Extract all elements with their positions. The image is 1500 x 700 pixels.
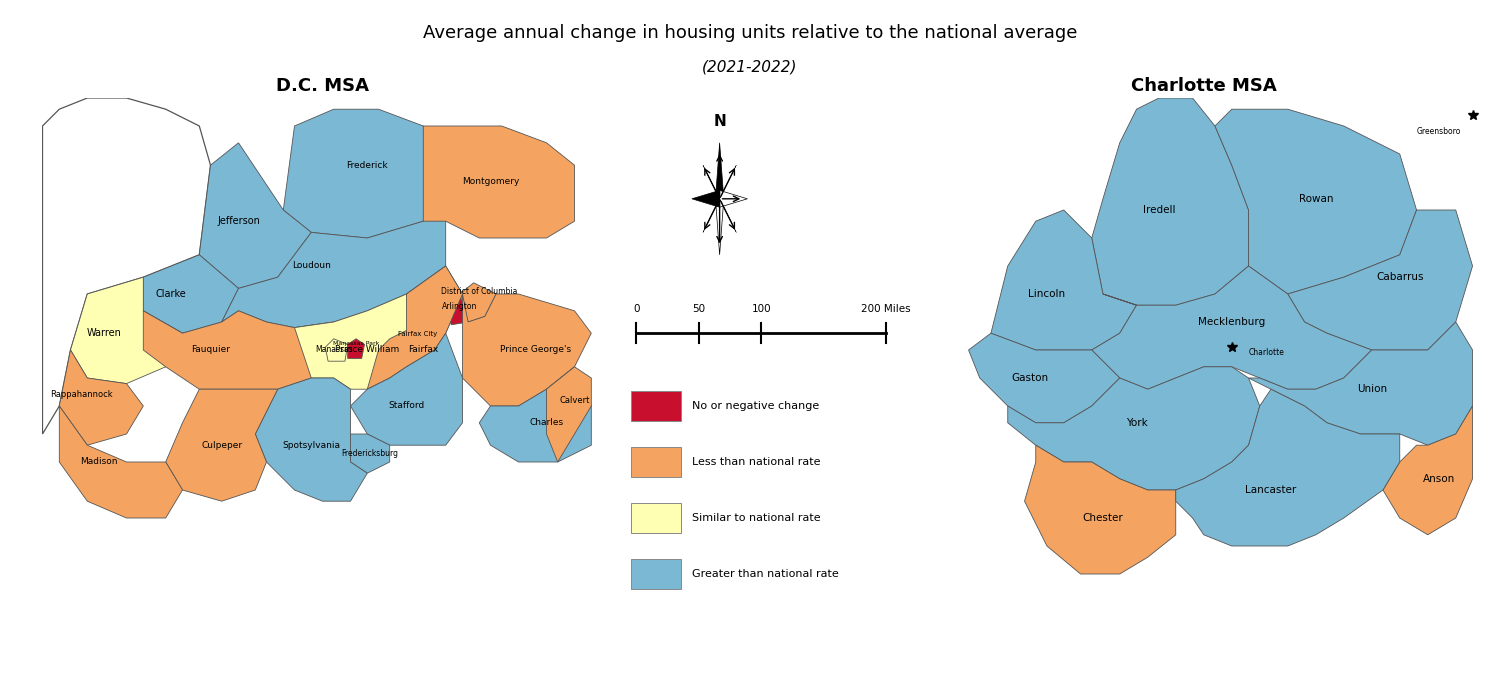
Text: Cabarrus: Cabarrus <box>1376 272 1423 282</box>
Polygon shape <box>720 165 736 199</box>
Title: D.C. MSA: D.C. MSA <box>276 77 369 95</box>
Text: Rappahannock: Rappahannock <box>51 391 112 399</box>
Bar <box>632 503 681 533</box>
Text: Greater than national rate: Greater than national rate <box>692 569 838 579</box>
Polygon shape <box>351 333 462 445</box>
Polygon shape <box>60 406 183 518</box>
Text: Fairfax: Fairfax <box>408 346 438 354</box>
Polygon shape <box>144 255 238 333</box>
Polygon shape <box>459 283 497 322</box>
Polygon shape <box>704 165 720 199</box>
Text: Clarke: Clarke <box>156 289 186 299</box>
Text: Iredell: Iredell <box>1143 205 1174 215</box>
Polygon shape <box>1092 266 1371 389</box>
Text: Manassas Park: Manassas Park <box>333 341 380 346</box>
Polygon shape <box>200 143 312 288</box>
Text: Prince William: Prince William <box>334 346 399 354</box>
Text: Arlington: Arlington <box>442 302 477 311</box>
Polygon shape <box>692 190 720 207</box>
Polygon shape <box>720 199 736 232</box>
Text: Charles: Charles <box>530 419 564 427</box>
Text: 100: 100 <box>752 304 771 314</box>
Polygon shape <box>294 266 462 389</box>
Text: Average annual change in housing units relative to the national average: Average annual change in housing units r… <box>423 25 1077 43</box>
Polygon shape <box>1287 210 1473 350</box>
Polygon shape <box>704 199 720 232</box>
Text: N: N <box>714 114 726 129</box>
Text: Chester: Chester <box>1083 513 1124 523</box>
Polygon shape <box>222 199 446 328</box>
Text: Union: Union <box>1356 384 1388 394</box>
Polygon shape <box>546 367 591 462</box>
Text: Jefferson: Jefferson <box>217 216 259 226</box>
Polygon shape <box>992 210 1137 350</box>
Text: Greensboro: Greensboro <box>1418 127 1461 136</box>
Polygon shape <box>1092 98 1248 305</box>
Polygon shape <box>969 333 1119 423</box>
Polygon shape <box>144 311 333 389</box>
Text: Loudoun: Loudoun <box>292 262 330 270</box>
Text: Fairfax City: Fairfax City <box>398 331 438 337</box>
Polygon shape <box>60 350 144 445</box>
Text: Manassas: Manassas <box>315 346 352 354</box>
Text: 0: 0 <box>633 304 639 314</box>
Polygon shape <box>368 266 462 389</box>
Text: Gaston: Gaston <box>1011 373 1048 383</box>
Text: 50: 50 <box>692 304 705 314</box>
Text: Stafford: Stafford <box>388 402 424 410</box>
Text: Similar to national rate: Similar to national rate <box>692 513 820 523</box>
Text: Madison: Madison <box>80 458 117 466</box>
Title: Charlotte MSA: Charlotte MSA <box>1131 77 1276 95</box>
Text: Spotsylvania: Spotsylvania <box>282 441 340 449</box>
Text: Culpeper: Culpeper <box>201 441 243 449</box>
Polygon shape <box>70 277 183 384</box>
Text: Prince George's: Prince George's <box>500 346 572 354</box>
Polygon shape <box>720 190 747 207</box>
Polygon shape <box>410 325 426 342</box>
Polygon shape <box>351 434 390 473</box>
Polygon shape <box>1008 367 1260 490</box>
Text: Fauquier: Fauquier <box>190 346 230 354</box>
Text: Calvert: Calvert <box>560 396 590 405</box>
Text: Lancaster: Lancaster <box>1245 485 1296 495</box>
Text: (2021-2022): (2021-2022) <box>702 60 798 74</box>
Text: Lincoln: Lincoln <box>1029 289 1065 299</box>
Polygon shape <box>348 339 364 358</box>
Polygon shape <box>1024 445 1176 574</box>
Polygon shape <box>716 199 724 255</box>
Text: Less than national rate: Less than national rate <box>692 457 820 467</box>
Text: Anson: Anson <box>1424 474 1455 484</box>
Polygon shape <box>326 339 348 361</box>
Polygon shape <box>1215 109 1416 294</box>
Text: Frederick: Frederick <box>346 161 388 169</box>
Bar <box>632 391 681 421</box>
Text: Montgomery: Montgomery <box>462 178 519 186</box>
Bar <box>632 559 681 589</box>
Polygon shape <box>462 294 591 406</box>
Polygon shape <box>165 389 278 501</box>
Text: 200 Miles: 200 Miles <box>861 304 910 314</box>
Text: Rowan: Rowan <box>1299 194 1334 204</box>
Text: Fredericksburg: Fredericksburg <box>342 449 399 458</box>
Polygon shape <box>480 367 591 462</box>
Text: York: York <box>1125 418 1148 428</box>
Bar <box>632 447 681 477</box>
Text: District of Columbia: District of Columbia <box>441 287 518 295</box>
Polygon shape <box>716 143 724 199</box>
Polygon shape <box>423 126 574 238</box>
Polygon shape <box>255 378 368 501</box>
Text: No or negative change: No or negative change <box>692 401 819 411</box>
Polygon shape <box>1248 322 1473 445</box>
Polygon shape <box>446 294 474 325</box>
Text: Mecklenburg: Mecklenburg <box>1198 317 1266 327</box>
Text: Charlotte: Charlotte <box>1248 349 1284 357</box>
Polygon shape <box>1176 389 1400 546</box>
Polygon shape <box>1383 406 1473 535</box>
Polygon shape <box>284 109 446 238</box>
Polygon shape <box>42 98 210 434</box>
Text: Warren: Warren <box>87 328 122 338</box>
